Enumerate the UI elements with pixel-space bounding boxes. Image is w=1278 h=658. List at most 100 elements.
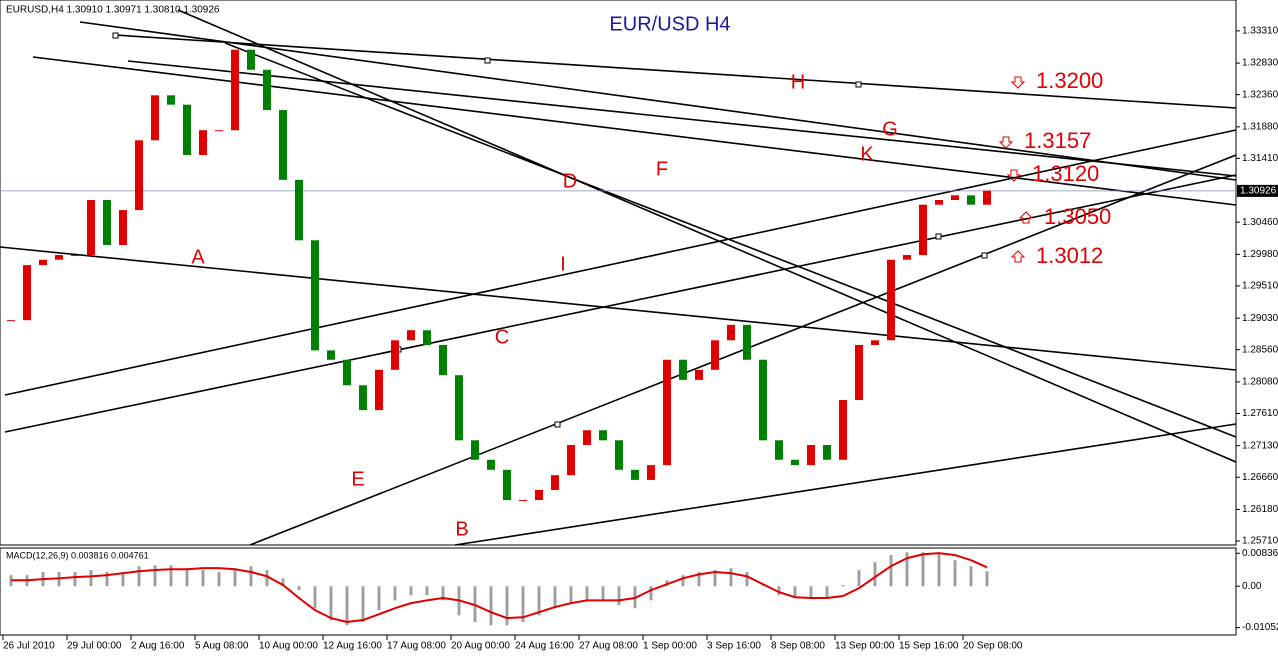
candle (199, 130, 207, 156)
candle (743, 324, 751, 360)
candle (471, 440, 479, 460)
y-tick-label: 1.29510 (1242, 281, 1278, 292)
chart-title: EUR/USD H4 (609, 13, 730, 35)
candle (567, 444, 575, 476)
candle (103, 200, 111, 245)
macd-label: MACD(12,26,9) 0.003816 0.004761 (6, 550, 149, 560)
y-tick-label: 1.25710 (1242, 536, 1278, 547)
candle (87, 200, 95, 256)
x-tick-label: 26 Jul 2010 (3, 641, 55, 652)
level-label: 1.3012 (1036, 243, 1103, 268)
anchor (112, 32, 119, 39)
annotation: K (860, 143, 874, 165)
annotation: G (882, 118, 898, 140)
candle (423, 330, 431, 345)
annotation: C (495, 326, 509, 348)
candle (839, 400, 847, 460)
x-tick-label: 15 Sep 16:00 (899, 641, 959, 652)
y-tick-label: 1.33310 (1242, 26, 1278, 37)
candle (23, 265, 31, 321)
y-tick-label: 1.29980 (1242, 249, 1278, 260)
candle (951, 195, 959, 201)
y-tick-label: 1.31410 (1242, 153, 1278, 164)
candle (407, 330, 415, 341)
candle (487, 459, 495, 470)
candle (311, 240, 319, 351)
level-label: 1.3120 (1032, 161, 1099, 186)
candle (327, 350, 335, 360)
candle (759, 359, 767, 441)
level-arrow (1018, 211, 1034, 224)
candle (679, 359, 687, 380)
trendline (127, 60, 1237, 177)
x-tick-label: 29 Jul 00:00 (67, 641, 122, 652)
candle (823, 444, 831, 460)
candle (871, 340, 879, 345)
x-tick-label: 1 Sep 00:00 (643, 641, 697, 652)
level-arrow (998, 136, 1014, 149)
candle (935, 200, 943, 205)
y-tick-label: 1.29030 (1242, 313, 1278, 324)
candle (7, 320, 15, 322)
y-tick-label: 1.27130 (1242, 440, 1278, 451)
annotation: D (563, 170, 577, 192)
x-tick-label: 8 Sep 08:00 (771, 641, 825, 652)
candle (71, 255, 79, 257)
candle (967, 195, 975, 205)
level-label: 1.3200 (1036, 68, 1103, 93)
level-arrow (1010, 250, 1026, 263)
candle (887, 259, 895, 341)
candle (167, 95, 175, 105)
level-label: 1.3050 (1044, 204, 1111, 229)
y-tick-label: 1.30460 (1242, 217, 1278, 228)
last-price-label: 1.30926 (1240, 186, 1277, 197)
candle (919, 204, 927, 256)
annotation: H (791, 71, 805, 93)
annotation: F (656, 158, 668, 180)
candle (231, 49, 239, 131)
candle (151, 95, 159, 141)
last-price-box (1237, 184, 1278, 197)
y-tick-label: -0.01052 (1242, 622, 1278, 633)
trendline (224, 42, 1237, 438)
candle (807, 444, 815, 466)
y-tick-label: 0.008362 (1242, 548, 1278, 559)
candle (903, 255, 911, 260)
candle (439, 344, 447, 376)
y-tick-label: 1.28080 (1242, 377, 1278, 388)
candle (215, 130, 223, 132)
x-tick-label: 10 Aug 00:00 (259, 641, 318, 652)
anchor (935, 233, 942, 240)
candle (855, 344, 863, 401)
candle (55, 255, 63, 260)
annotation: A (191, 246, 205, 268)
candle (503, 469, 511, 501)
candle (791, 459, 799, 466)
trendline (4, 129, 1237, 396)
candle (247, 49, 255, 70)
annotation: E (351, 468, 364, 490)
y-tick-label: 1.26180 (1242, 504, 1278, 515)
candle (279, 110, 287, 180)
annotation: I (560, 253, 566, 275)
candle (343, 359, 351, 386)
candle (375, 369, 383, 411)
candle (711, 340, 719, 370)
signal-line (11, 552, 988, 624)
candle (663, 359, 671, 466)
y-tick-label: 1.27610 (1242, 408, 1278, 419)
candle (39, 259, 47, 266)
trendline (454, 423, 1237, 546)
candle (119, 210, 127, 245)
candle (519, 500, 527, 502)
level-label: 1.3157 (1024, 128, 1091, 153)
trendline (79, 21, 1237, 181)
candle (263, 69, 271, 111)
candle (727, 324, 735, 341)
candle (647, 465, 655, 480)
candle (359, 385, 367, 411)
y-tick-label: 1.32830 (1242, 58, 1278, 69)
info: EURUSD,H4 1.30910 1.30971 1.30810 1.3092… (6, 5, 220, 16)
trendline (114, 34, 1237, 109)
candle (695, 369, 703, 380)
